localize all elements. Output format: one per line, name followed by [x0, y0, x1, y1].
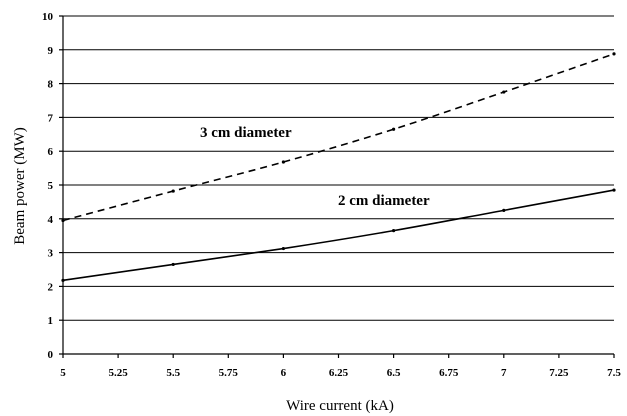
y-tick-label: 5 [48, 180, 54, 192]
data-point-s0-1 [171, 189, 175, 193]
data-point-s0-5 [612, 52, 616, 56]
axes [59, 15, 615, 358]
x-tick-label: 5.25 [108, 367, 128, 379]
y-tick-label: 3 [48, 248, 54, 260]
data-point-s0-0 [61, 218, 65, 223]
y-tick-label: 9 [48, 45, 54, 57]
x-tick-labels: 5 5.25 5.5 5.75 6 6.25 6.5 6.75 7 7.25 7.5 [60, 367, 621, 379]
x-tick-label: 7.25 [549, 367, 569, 379]
x-tick-label: 6.25 [329, 367, 349, 379]
y-tick-label: 7 [48, 112, 54, 124]
x-tick-label: 5 [60, 367, 66, 379]
x-tick-label: 5.5 [166, 367, 180, 379]
y-tick-label: 6 [48, 146, 54, 158]
data-point-s1-0 [61, 278, 65, 282]
series-lines [61, 52, 616, 282]
y-tick-labels: 0 1 2 3 4 5 6 7 8 9 10 [42, 11, 54, 361]
data-point-s1-2 [281, 246, 285, 251]
x-tick-label: 6.75 [439, 367, 459, 379]
data-point-s0-4 [502, 90, 506, 94]
y-axis-title: Beam power (MW) [12, 127, 28, 244]
series-label-3cm: 3 cm diameter [200, 125, 292, 141]
data-point-s0-2 [281, 160, 285, 164]
y-tick-label: 4 [48, 214, 54, 226]
x-tick-label: 6 [281, 367, 287, 379]
series-line-0 [62, 53, 615, 222]
y-tick-label: 0 [48, 349, 54, 361]
x-tick-label: 6.5 [387, 367, 401, 379]
data-point-s0-3 [392, 127, 396, 131]
y-tick-label: 2 [48, 281, 54, 293]
x-tick-label: 7.5 [607, 367, 621, 379]
data-point-s1-4 [502, 208, 506, 212]
data-point-s1-3 [392, 229, 396, 233]
x-axis-title: Wire current (kA) [286, 398, 394, 414]
y-tick-label: 8 [48, 79, 54, 91]
grid-lines [63, 15, 614, 321]
series-line-1 [62, 189, 615, 282]
y-tick-label: 1 [48, 315, 54, 327]
y-tick-label: 10 [42, 11, 54, 23]
x-tick-label: 5.75 [219, 367, 239, 379]
x-tick-label: 7 [501, 367, 507, 379]
series-label-2cm: 2 cm diameter [338, 193, 430, 209]
data-point-s1-1 [171, 262, 175, 267]
data-point-s1-5 [612, 188, 616, 192]
